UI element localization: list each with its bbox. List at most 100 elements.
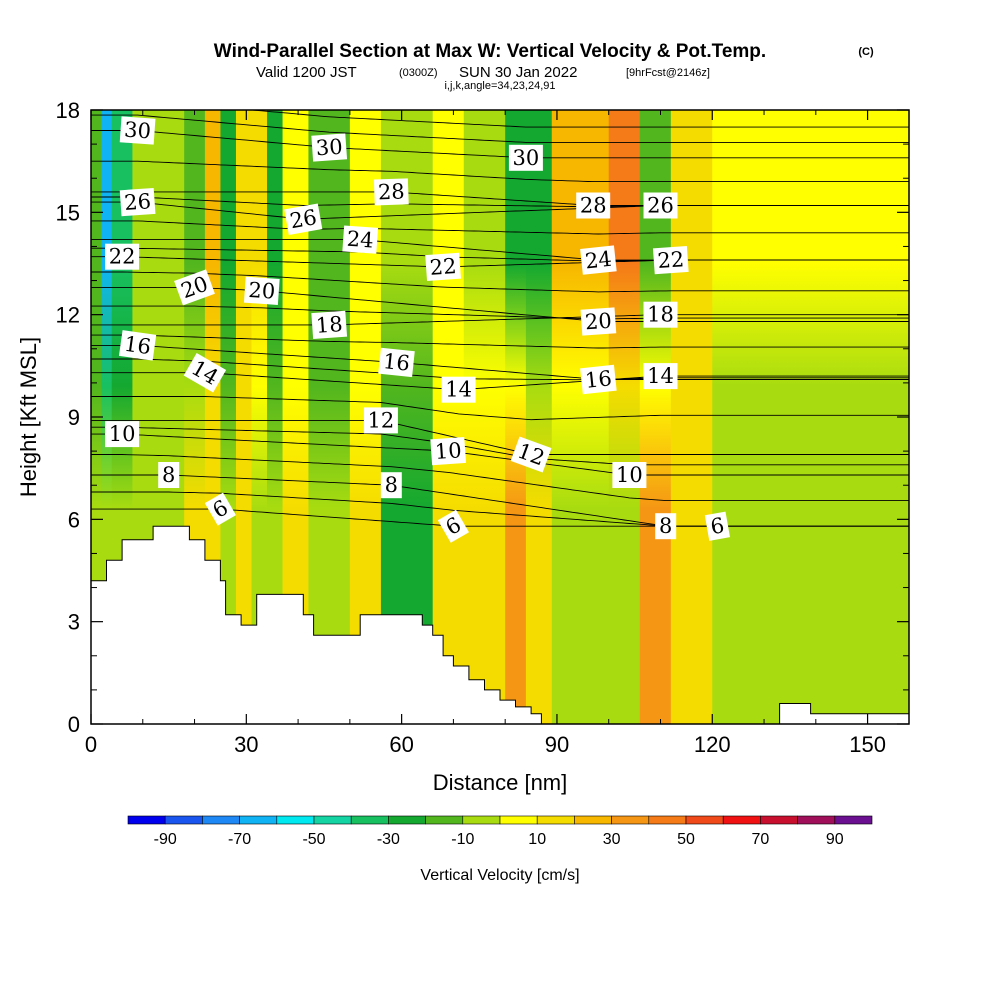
terrain-mask	[91, 525, 909, 724]
contour-label-bg	[204, 492, 236, 526]
colorbar-tick-label: 70	[752, 831, 770, 848]
contour-label-bg	[284, 203, 323, 235]
colorbar-bin	[313, 815, 352, 825]
contour-label-text: 10	[109, 422, 136, 446]
colorbar-bin	[388, 815, 426, 825]
colorbar-bin	[536, 815, 575, 825]
velocity-column	[505, 110, 527, 724]
contour-line	[91, 191, 909, 206]
x-tick-label: 60	[389, 732, 413, 757]
contour-label: 12	[363, 407, 398, 434]
contour-label-text: 30	[315, 135, 343, 161]
contour-label-text: 22	[657, 247, 685, 273]
contour-line	[91, 372, 909, 391]
colorbar-tick-label: 30	[603, 831, 621, 848]
contour-label-bg	[643, 192, 678, 219]
contour-line	[91, 239, 909, 261]
velocity-column	[432, 110, 465, 724]
colorbar-tick-label: -30	[377, 831, 400, 848]
contour-label-bg	[612, 462, 647, 488]
contour-label-bg	[652, 245, 689, 275]
contour-line	[247, 110, 909, 128]
contour-label-text: 16	[584, 366, 613, 393]
contour-label-bg	[342, 225, 379, 254]
contour-line	[91, 114, 909, 143]
colorbar-bin	[425, 815, 464, 825]
contour-label-text: 30	[123, 118, 151, 144]
contour-label: 26	[119, 187, 156, 217]
velocity-column	[525, 110, 553, 724]
x-axis-label: Distance [nm]	[433, 770, 568, 795]
contour-label: 30	[311, 133, 348, 162]
contour-label-text: 22	[429, 254, 457, 280]
colorbar-bin	[276, 815, 315, 825]
colorbar-tick-label: 50	[677, 831, 695, 848]
contour-line	[91, 454, 909, 502]
contour-label-bg	[580, 307, 617, 336]
contour-label-bg	[437, 509, 469, 543]
contour-label: 10	[612, 462, 647, 488]
contour-label: 30	[508, 144, 543, 171]
contour-line	[91, 433, 909, 476]
subtitle-utc: (0300Z)	[399, 67, 438, 79]
contour-label-text: 16	[382, 349, 411, 376]
subtitle-date: SUN 30 Jan 2022	[459, 64, 577, 81]
contour-label: 20	[580, 307, 617, 336]
velocity-column	[251, 110, 268, 724]
axes: 0 30 60 90 120 150 0 3 6 9 12 15 18	[56, 98, 909, 757]
colorbar-bin	[648, 815, 687, 825]
contour-label: 18	[311, 310, 348, 340]
contour-line	[91, 271, 909, 293]
colorbar-label: Vertical Velocity [cm/s]	[420, 867, 579, 884]
contour-label-bg	[380, 472, 402, 499]
velocity-column	[220, 110, 237, 724]
contour-label: 14	[643, 363, 678, 390]
contour-label-bg	[425, 252, 461, 282]
y-tick-label: 15	[56, 200, 80, 225]
colorbar-bin	[239, 815, 278, 825]
contour-label-text: 12	[368, 408, 395, 432]
contour-label-text: 6	[709, 513, 726, 539]
colorbar-tick-label: -50	[302, 831, 325, 848]
y-axis-label: Height [Kft MSL]	[16, 337, 41, 497]
colorbar-bin	[202, 815, 240, 825]
contour-label-text: 14	[445, 378, 472, 402]
contour-label-text: 24	[584, 247, 613, 274]
contour-label: 8	[158, 462, 180, 488]
colorbar-bin	[350, 815, 389, 825]
colorbar-tick-label: 90	[826, 831, 844, 848]
contour-label-bg	[119, 116, 156, 145]
contour-label-bg	[510, 436, 552, 473]
velocity-column	[267, 110, 284, 724]
contour-line	[91, 419, 909, 455]
contour-label-text: 16	[123, 332, 153, 359]
contour-label: 26	[643, 192, 678, 219]
contour-label-text: 14	[647, 364, 674, 388]
terrain	[91, 525, 909, 724]
velocity-column	[670, 110, 713, 724]
contour-label: 16	[378, 347, 415, 378]
contour-line	[91, 474, 909, 527]
colorbar-bin	[462, 815, 501, 825]
contour-label: 18	[643, 301, 678, 328]
contour-label-text: 18	[647, 303, 674, 327]
contour-line	[91, 130, 909, 159]
velocity-column	[101, 110, 113, 724]
colorbar-bin	[760, 815, 798, 825]
contour-label-text: 28	[378, 179, 406, 204]
contour-label-text: 28	[580, 194, 607, 218]
contour-label-bg	[158, 462, 180, 488]
contour-label-bg	[643, 363, 678, 390]
contour-label-bg	[311, 310, 348, 340]
colorbar-bin	[127, 815, 166, 825]
contour-label-bg	[243, 276, 280, 305]
contour-label: 10	[105, 421, 140, 448]
contour-label-text: 10	[616, 463, 643, 487]
contour-label-text: 26	[288, 205, 318, 233]
contour-label-bg	[378, 347, 415, 378]
contour-label-bg	[363, 407, 398, 434]
y-tick-label: 0	[68, 712, 80, 737]
x-tick-label: 30	[234, 732, 258, 757]
x-tick-label: 120	[694, 732, 731, 757]
